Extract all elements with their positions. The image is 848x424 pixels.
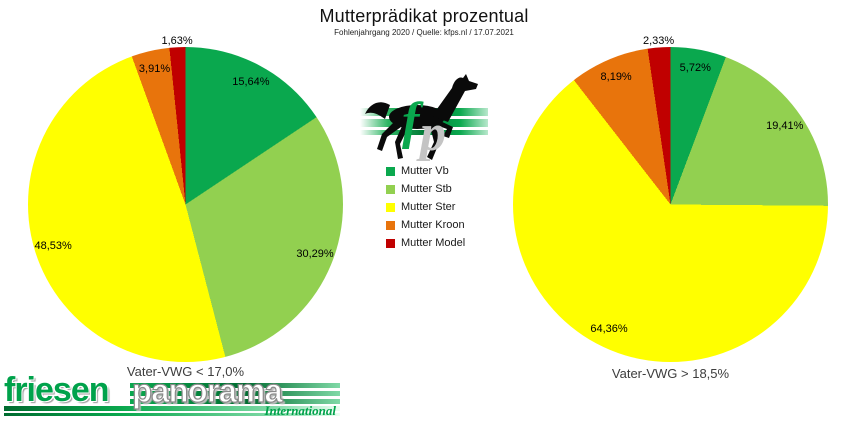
- legend: Mutter Vb Mutter Stb Mutter Ster Mutter Kro…: [386, 162, 465, 252]
- legend-swatch-icon: [386, 202, 395, 212]
- legend-label: Mutter Kroon: [401, 219, 465, 231]
- legend-label: Mutter Model: [401, 237, 466, 249]
- pie-left-circle: [28, 47, 343, 362]
- fp-monogram-p: p: [416, 105, 446, 162]
- friesenpanorama-logo: friesen panorama International: [4, 371, 340, 422]
- legend-item: Mutter Model: [386, 234, 465, 252]
- pie-chart-right: 5,72% 19,41% 64,36% 8,19% 2,33%: [513, 35, 828, 362]
- page-title: Mutterprädikat prozentual: [319, 6, 529, 26]
- legend-label: Mutter Ster: [401, 201, 456, 213]
- horse-silhouette-icon: [365, 74, 478, 160]
- logo-text-panorama: panorama: [131, 371, 283, 409]
- logo-stripe: [130, 391, 340, 396]
- fp-horse-logo: f p: [360, 74, 488, 162]
- legend-swatch-icon: [386, 238, 395, 248]
- pie-chart-left: 15,64% 30,29% 48,53% 3,91% 1,63%: [28, 35, 343, 362]
- logo-stripe: [130, 399, 340, 404]
- legend-item: Mutter Ster: [386, 198, 465, 216]
- logo-underline: [4, 406, 340, 411]
- legend-item: Mutter Stb: [386, 180, 465, 198]
- pie-left-caption: Vater-VWG < 17,0%: [126, 364, 245, 379]
- legend-item: Mutter Vb: [386, 162, 465, 180]
- logo-text-friesen: friesen: [4, 371, 109, 409]
- legend-swatch-icon: [386, 184, 395, 194]
- page-subtitle: Fohlenjahrgang 2020 / Quelle: kfps.nl / …: [334, 28, 514, 37]
- pie-right-circle: [513, 47, 828, 362]
- logo-stripe: [130, 383, 340, 388]
- legend-swatch-icon: [386, 166, 395, 176]
- legend-swatch-icon: [386, 220, 395, 230]
- pie-right-caption: Vater-VWG > 18,5%: [611, 366, 730, 381]
- legend-label: Mutter Vb: [401, 165, 449, 177]
- legend-item: Mutter Kroon: [386, 216, 465, 234]
- fp-monogram-f: f: [402, 93, 424, 150]
- logo-text-international: International: [264, 403, 336, 418]
- logo-underline: [4, 413, 340, 416]
- legend-label: Mutter Stb: [401, 183, 452, 195]
